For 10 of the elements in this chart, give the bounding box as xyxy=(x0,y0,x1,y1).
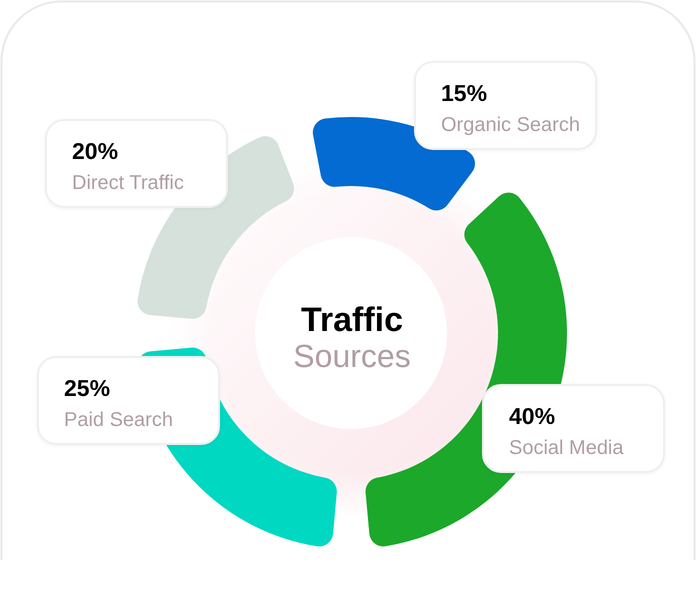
slice-label: Organic Search xyxy=(441,114,580,136)
slice-label: Paid Search xyxy=(64,409,173,431)
data-label: 20% xyxy=(72,138,118,164)
data-label: 40% xyxy=(509,403,556,429)
slice-label: Social Media xyxy=(509,437,624,459)
data-label: 15% xyxy=(441,80,488,106)
text: Sources xyxy=(293,338,411,374)
slice-label: Direct Traffic xyxy=(72,172,184,194)
data-label: 25% xyxy=(64,375,110,401)
text: Traffic xyxy=(300,301,404,339)
